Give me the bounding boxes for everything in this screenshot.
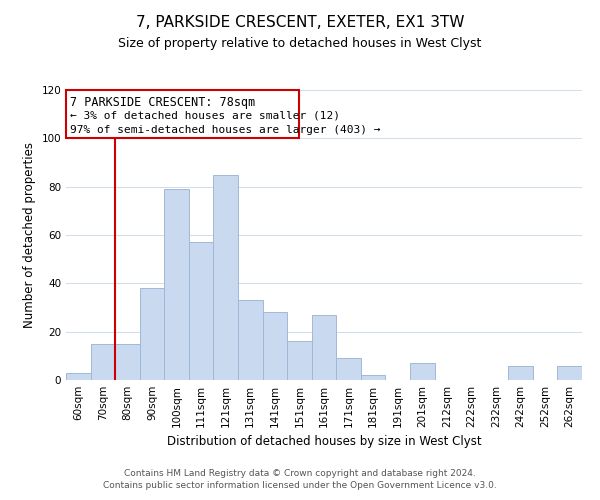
X-axis label: Distribution of detached houses by size in West Clyst: Distribution of detached houses by size …: [167, 436, 481, 448]
Bar: [164, 189, 189, 380]
Bar: [287, 342, 312, 380]
Bar: [238, 300, 263, 380]
Bar: [361, 375, 385, 380]
Bar: [140, 288, 164, 380]
Bar: [508, 366, 533, 380]
Text: 7 PARKSIDE CRESCENT: 78sqm: 7 PARKSIDE CRESCENT: 78sqm: [70, 96, 255, 109]
Text: Size of property relative to detached houses in West Clyst: Size of property relative to detached ho…: [118, 38, 482, 51]
Bar: [557, 366, 582, 380]
Y-axis label: Number of detached properties: Number of detached properties: [23, 142, 36, 328]
Bar: [214, 174, 238, 380]
Text: ← 3% of detached houses are smaller (12): ← 3% of detached houses are smaller (12): [70, 110, 340, 120]
Text: 97% of semi-detached houses are larger (403) →: 97% of semi-detached houses are larger (…: [70, 125, 380, 135]
FancyBboxPatch shape: [66, 90, 299, 138]
Bar: [115, 344, 140, 380]
Bar: [66, 373, 91, 380]
Text: Contains HM Land Registry data © Crown copyright and database right 2024.: Contains HM Land Registry data © Crown c…: [124, 468, 476, 477]
Bar: [312, 315, 336, 380]
Bar: [263, 312, 287, 380]
Text: Contains public sector information licensed under the Open Government Licence v3: Contains public sector information licen…: [103, 481, 497, 490]
Bar: [336, 358, 361, 380]
Bar: [189, 242, 214, 380]
Text: 7, PARKSIDE CRESCENT, EXETER, EX1 3TW: 7, PARKSIDE CRESCENT, EXETER, EX1 3TW: [136, 15, 464, 30]
Bar: [410, 363, 434, 380]
Bar: [91, 344, 115, 380]
